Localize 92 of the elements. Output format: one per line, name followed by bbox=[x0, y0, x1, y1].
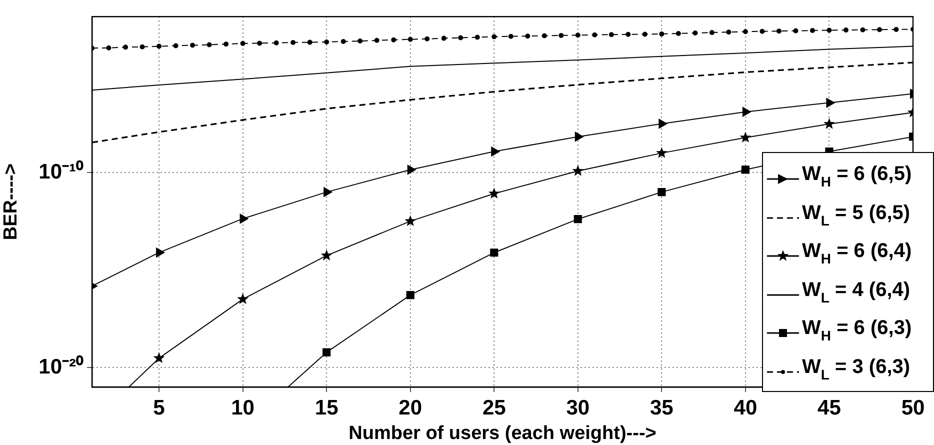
point bbox=[490, 248, 498, 257]
x-axis-title: Number of users (each weight)---> bbox=[348, 422, 656, 444]
point bbox=[491, 146, 500, 156]
point bbox=[824, 118, 835, 129]
x-tick-label: 45 bbox=[818, 396, 842, 420]
x-tick-label: 50 bbox=[901, 396, 925, 420]
point bbox=[793, 28, 798, 34]
y-tick-label: 10⁻¹⁰ bbox=[38, 159, 84, 184]
x-tick-label: 5 bbox=[153, 396, 166, 420]
point bbox=[626, 32, 631, 37]
point bbox=[458, 35, 464, 40]
point bbox=[140, 44, 145, 50]
point bbox=[324, 39, 330, 44]
point bbox=[240, 214, 248, 224]
point bbox=[257, 40, 262, 46]
point bbox=[810, 28, 815, 34]
legend-label: W$_{L}$ = 3 (6,3) bbox=[802, 356, 910, 382]
point bbox=[190, 42, 196, 48]
point bbox=[659, 31, 664, 36]
x-tick-label: 10 bbox=[231, 396, 254, 420]
point bbox=[826, 28, 832, 33]
legend-label: W$_{H}$ = 6 (6,4) bbox=[802, 240, 912, 266]
point bbox=[894, 26, 899, 32]
point bbox=[572, 165, 584, 176]
point bbox=[525, 34, 530, 39]
point bbox=[592, 32, 598, 38]
point bbox=[307, 40, 312, 45]
point bbox=[742, 107, 751, 117]
point bbox=[123, 44, 128, 50]
point bbox=[608, 32, 614, 38]
point bbox=[224, 42, 229, 47]
point bbox=[492, 34, 497, 40]
point bbox=[173, 43, 178, 48]
point bbox=[424, 36, 430, 42]
point bbox=[407, 164, 416, 175]
point bbox=[676, 30, 681, 36]
x-tick-label: 30 bbox=[566, 396, 590, 420]
point bbox=[658, 188, 666, 196]
point bbox=[324, 187, 332, 197]
point bbox=[441, 36, 446, 41]
point bbox=[474, 34, 480, 40]
point bbox=[741, 166, 750, 174]
point bbox=[340, 38, 346, 44]
point bbox=[322, 348, 331, 356]
point bbox=[153, 352, 165, 364]
point bbox=[574, 132, 584, 142]
point bbox=[156, 248, 165, 258]
point bbox=[488, 188, 500, 198]
point bbox=[391, 37, 396, 42]
point bbox=[574, 215, 582, 224]
point bbox=[156, 44, 162, 49]
legend-label: W$_{L}$ = 5 (6,5) bbox=[802, 202, 910, 228]
point bbox=[206, 42, 212, 48]
point bbox=[776, 28, 782, 34]
point bbox=[274, 40, 279, 46]
point bbox=[692, 30, 698, 36]
point bbox=[237, 293, 249, 304]
point bbox=[106, 45, 112, 50]
legend-label: W$_{H}$ = 6 (6,3) bbox=[802, 317, 912, 344]
x-tick-label: 35 bbox=[650, 396, 674, 420]
point bbox=[358, 38, 363, 44]
y-axis-title: BER----> bbox=[0, 164, 22, 240]
point bbox=[742, 29, 748, 34]
point bbox=[826, 98, 835, 108]
point bbox=[290, 40, 296, 45]
point bbox=[709, 30, 714, 36]
point bbox=[542, 33, 547, 38]
point bbox=[740, 132, 752, 142]
x-tick-label: 40 bbox=[734, 396, 758, 420]
point bbox=[860, 27, 866, 32]
point bbox=[876, 27, 882, 32]
point bbox=[726, 30, 732, 35]
x-tick-label: 20 bbox=[398, 396, 422, 420]
point bbox=[408, 36, 413, 42]
point bbox=[843, 28, 848, 33]
x-tick-label: 25 bbox=[482, 396, 506, 420]
point bbox=[508, 34, 514, 39]
point bbox=[658, 118, 668, 129]
point bbox=[374, 38, 380, 43]
point bbox=[642, 32, 648, 37]
point bbox=[320, 250, 332, 260]
point bbox=[760, 28, 765, 34]
point bbox=[575, 32, 580, 38]
point bbox=[406, 291, 414, 300]
legend-label: W$_{H}$ = 6 (6,5) bbox=[802, 163, 912, 190]
point bbox=[558, 32, 564, 38]
point bbox=[240, 40, 246, 46]
y-tick-label: 10⁻²⁰ bbox=[38, 354, 84, 378]
point bbox=[656, 147, 668, 158]
point bbox=[404, 215, 416, 226]
legend-label: W$_{L}$ = 4 (6,4) bbox=[802, 278, 910, 305]
x-tick-label: 15 bbox=[314, 396, 339, 420]
